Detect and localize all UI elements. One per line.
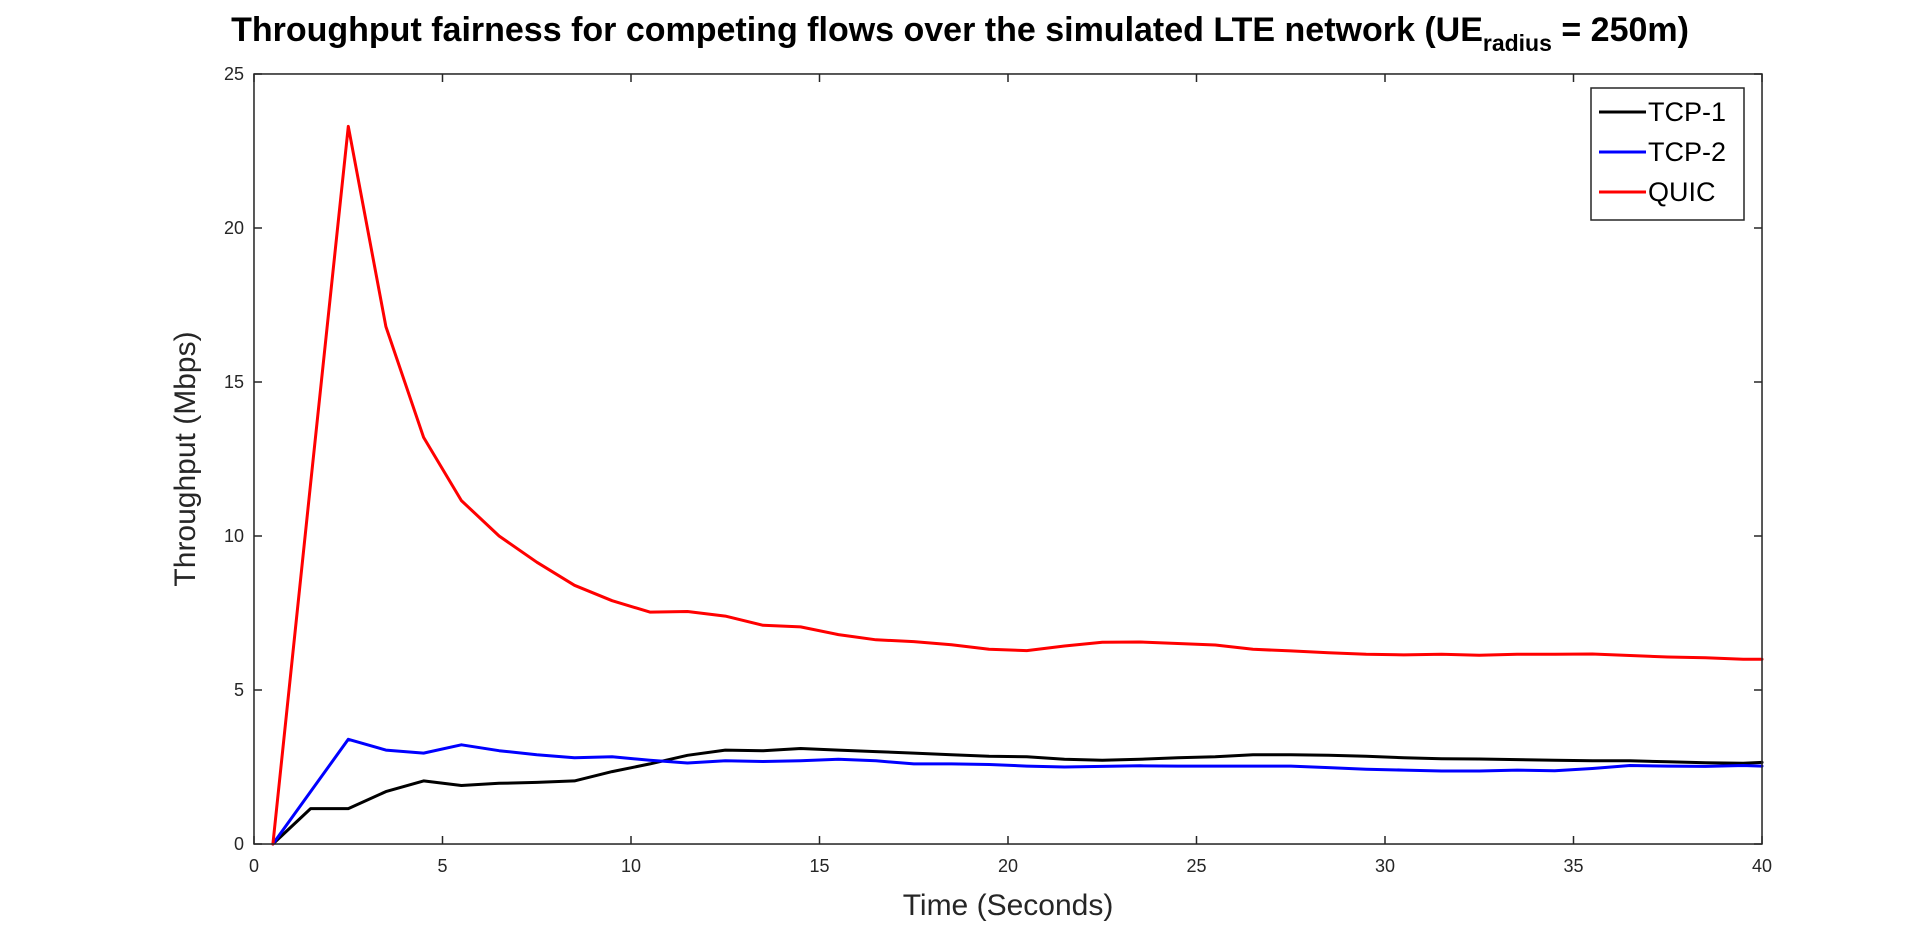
legend-label-tcp-1: TCP-1: [1648, 97, 1726, 127]
x-tick-label: 10: [621, 856, 641, 876]
chart-title-end: = 250m): [1552, 11, 1689, 49]
x-tick-label: 25: [1186, 856, 1206, 876]
legend: TCP-1 TCP-2 QUIC: [1590, 87, 1745, 221]
y-tick-label: 10: [224, 526, 244, 546]
y-tick-label: 0: [234, 834, 244, 854]
x-tick-label: 15: [809, 856, 829, 876]
legend-label-tcp-2: TCP-2: [1648, 137, 1726, 167]
tick-labels: 0 5 10 15 20 25 30 35 40 0 5 10 15 20 25: [224, 64, 1772, 876]
plot-background: [254, 74, 1762, 844]
series-line-quic: [271, 124, 1764, 846]
chart-title: Throughput fairness for competing flows …: [231, 11, 1689, 56]
series-group: [271, 124, 1764, 846]
ticks: [253, 73, 1763, 845]
y-tick-label: 20: [224, 218, 244, 238]
x-tick-label: 30: [1375, 856, 1395, 876]
legend-box: [1590, 87, 1745, 221]
x-tick-label: 5: [437, 856, 447, 876]
series-line-tcp-1: [271, 747, 1764, 846]
legend-label-quic: QUIC: [1648, 177, 1716, 207]
y-tick-label: 15: [224, 372, 244, 392]
y-axis-label: Throughput (Mbps): [169, 331, 202, 586]
y-tick-label: 25: [224, 64, 244, 84]
y-tick-label: 5: [234, 680, 244, 700]
x-tick-label: 40: [1752, 856, 1772, 876]
x-tick-label: 0: [249, 856, 259, 876]
x-tick-label: 20: [998, 856, 1018, 876]
x-axis-label: Time (Seconds): [903, 889, 1114, 922]
x-tick-label: 35: [1563, 856, 1583, 876]
chart-title-subscript: radius: [1483, 30, 1552, 56]
series-line-tcp-2: [271, 737, 1764, 846]
plot-area: [254, 74, 1762, 844]
chart-title-main: Throughput fairness for competing flows …: [231, 11, 1483, 49]
